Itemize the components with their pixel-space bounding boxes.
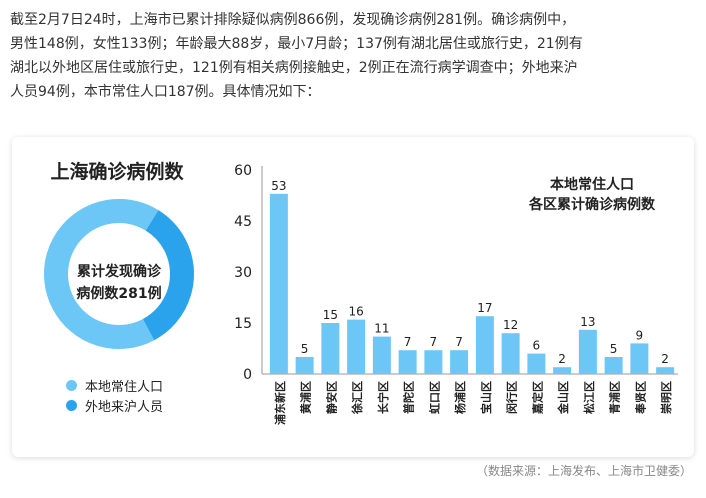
bar-9 xyxy=(501,333,520,374)
bar-value-label: 53 xyxy=(271,179,286,193)
legend-item: 外地来沪人员 xyxy=(66,395,163,415)
intro-line: 截至2月7日24时，上海市已累计排除疑似病例866例，发现确诊病例281例。确诊… xyxy=(10,12,576,28)
y-tick-label: 30 xyxy=(234,265,252,281)
legend-swatch xyxy=(66,379,77,391)
donut-legend: 本地常住人口 外地来沪人员 xyxy=(66,375,163,415)
bar-value-label: 2 xyxy=(558,352,566,366)
chart-title-line: 本地常住人口 xyxy=(550,177,634,193)
bar-value-label: 13 xyxy=(580,315,595,329)
bar-value-label: 9 xyxy=(636,328,644,342)
x-tick-label: 虹口区 xyxy=(427,381,441,414)
bar-chart: 0 15 30 45 60 53 浦东新区 5 黄浦区 15 静安区 16 徐汇区 11 长宁区 7 普陀区 7 虹… xyxy=(234,163,678,425)
bar-4 xyxy=(372,336,391,374)
x-tick-label: 静安区 xyxy=(324,381,338,414)
legend-item: 本地常住人口 xyxy=(66,375,163,395)
intro-line: 男性148例，女性133例；年龄最大88岁，最小7月龄；137例有湖北居住或旅行… xyxy=(10,36,583,52)
x-tick-label: 徐汇区 xyxy=(350,381,364,415)
x-tick-label: 闵行区 xyxy=(505,381,519,414)
x-tick-label: 青浦区 xyxy=(608,381,622,414)
x-tick-label: 金山区 xyxy=(556,381,570,415)
donut-chart xyxy=(43,199,194,349)
bar-10 xyxy=(527,353,546,374)
bar-value-label: 6 xyxy=(533,339,541,353)
bar-14 xyxy=(630,343,649,374)
bar-value-label: 7 xyxy=(430,335,438,349)
bar-value-label: 15 xyxy=(323,308,338,322)
x-tick-label: 奉贤区 xyxy=(633,381,647,415)
infographic-card: 上海确诊病例数 累计发现确诊 病例数281例 本地常住人口 外地来沪人员 0 15… xyxy=(12,137,694,457)
bar-13 xyxy=(604,357,623,374)
x-tick-label: 普陀区 xyxy=(402,381,416,414)
y-tick-label: 15 xyxy=(234,316,252,332)
bar-value-label: 16 xyxy=(348,305,363,319)
bar-chart-title: 本地常住人口 各区累计确诊病例数 xyxy=(502,175,682,215)
intro-line: 人员94例，本市常住人口187例。具体情况如下： xyxy=(10,84,321,100)
bar-6 xyxy=(424,350,443,374)
bar-value-label: 5 xyxy=(610,342,618,356)
bar-value-label: 12 xyxy=(503,318,518,332)
bar-0 xyxy=(269,193,288,374)
donut-center-label: 累计发现确诊 病例数281例 xyxy=(64,261,174,305)
donut-title: 上海确诊病例数 xyxy=(50,161,184,183)
x-tick-label: 浦东新区 xyxy=(273,381,287,425)
x-tick-label: 嘉定区 xyxy=(530,381,544,415)
legend-label: 外地来沪人员 xyxy=(85,399,164,415)
x-tick-label: 宝山区 xyxy=(479,381,493,414)
x-tick-label: 黄浦区 xyxy=(299,381,313,414)
y-tick-label: 0 xyxy=(243,367,252,383)
bar-12 xyxy=(578,329,597,374)
donut-center-line: 累计发现确诊 xyxy=(77,264,161,280)
x-tick-label: 崇明区 xyxy=(659,381,673,414)
intro-line: 湖北以外地区居住或旅行史，121例有相关病例接触史，2例正在流行病学调查中；外地… xyxy=(10,60,578,76)
bar-value-label: 7 xyxy=(455,335,463,349)
bar-1 xyxy=(295,357,314,374)
x-tick-label: 杨浦区 xyxy=(453,381,467,414)
bar-value-label: 17 xyxy=(477,301,492,315)
donut-center-line: 病例数281例 xyxy=(76,286,162,302)
legend-label: 本地常住人口 xyxy=(85,379,164,395)
bar-11 xyxy=(553,367,572,374)
bar-15 xyxy=(656,367,675,374)
intro-text: 截至2月7日24时，上海市已累计排除疑似病例866例，发现确诊病例281例。确诊… xyxy=(10,8,700,104)
bar-5 xyxy=(398,350,417,374)
y-tick-label: 60 xyxy=(234,163,252,179)
bar-value-label: 7 xyxy=(404,335,412,349)
donut-segment-0 xyxy=(43,199,194,349)
bar-value-label: 5 xyxy=(301,342,309,356)
legend-swatch xyxy=(66,399,77,411)
x-tick-label: 松江区 xyxy=(582,381,596,414)
x-tick-label: 长宁区 xyxy=(376,381,390,414)
bar-value-label: 2 xyxy=(661,352,669,366)
y-tick-label: 45 xyxy=(234,214,252,230)
data-source: （数据来源：上海发布、上海市卫健委） xyxy=(475,464,692,478)
chart-title-line: 各区累计确诊病例数 xyxy=(529,197,655,213)
bar-8 xyxy=(475,316,494,374)
bar-7 xyxy=(450,350,469,374)
bar-2 xyxy=(321,323,340,374)
bar-3 xyxy=(347,319,366,374)
bar-value-label: 11 xyxy=(374,322,389,336)
